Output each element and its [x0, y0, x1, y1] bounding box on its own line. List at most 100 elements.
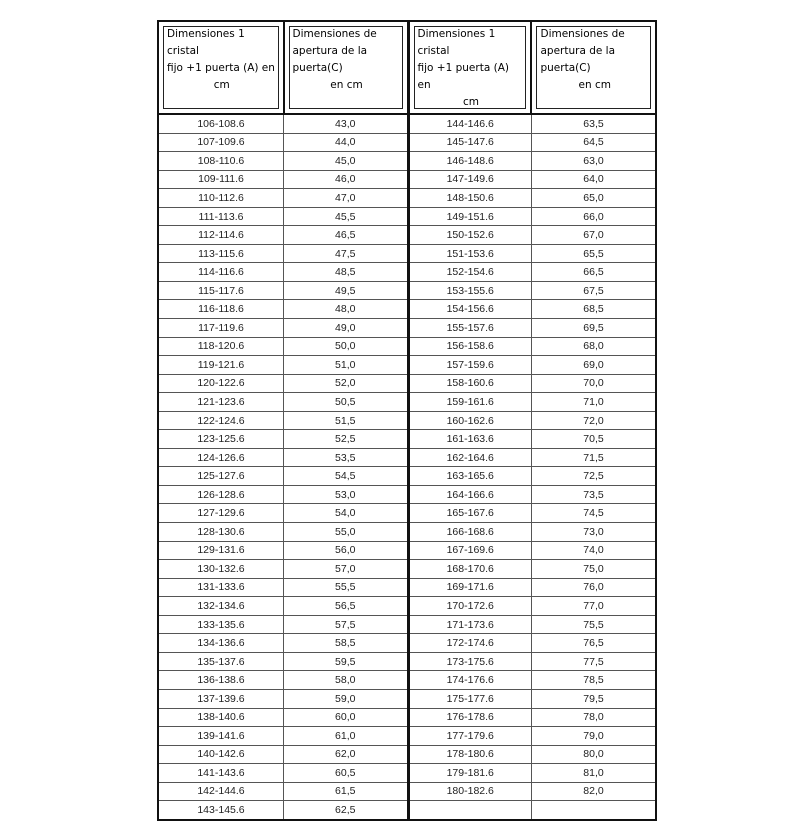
cell-c-right: 79,5 — [530, 688, 657, 709]
table-row: 120-122.6 52,0 158-160.6 70,0 — [157, 373, 657, 394]
cell-a-left: 107-109.6 — [157, 132, 284, 153]
cell-c-right: 64,5 — [530, 132, 657, 153]
cell-a-left: 122-124.6 — [157, 410, 284, 431]
cell-a-right: 154-156.6 — [406, 299, 532, 320]
table-row: 121-123.6 50,5 159-161.6 71,0 — [157, 392, 657, 412]
cell-c-right: 75,0 — [530, 559, 657, 579]
cell-c-left: 55,5 — [283, 577, 409, 598]
header-line: Dimensiones 1 cristal — [167, 28, 245, 57]
cell-c-left: 48,5 — [283, 262, 409, 282]
cell-c-left: 51,5 — [283, 410, 409, 431]
cell-a-left: 120-122.6 — [157, 373, 284, 394]
cell-c-left: 47,5 — [283, 243, 409, 264]
cell-a-right: 157-159.6 — [406, 355, 532, 375]
cell-a-right: 158-160.6 — [406, 373, 532, 394]
table-row: 135-137.6 59,5 173-175.6 77,5 — [157, 651, 657, 672]
cell-a-right: 172-174.6 — [406, 633, 532, 653]
cell-c-left: 44,0 — [283, 132, 409, 153]
header-line: fijo +1 puerta (A) en — [417, 62, 509, 91]
cell-c-right: 65,0 — [530, 188, 657, 208]
table-row: 127-129.6 54,0 165-167.6 74,5 — [157, 503, 657, 524]
cell-c-right: 74,5 — [530, 503, 657, 524]
cell-a-left: 139-141.6 — [157, 726, 284, 746]
cell-a-right: 169-171.6 — [406, 577, 532, 598]
cell-c-right: 71,5 — [530, 447, 657, 468]
header-c-right: Dimensiones de apertura de la puerta(C) en… — [530, 20, 657, 115]
cell-c-right: 68,5 — [530, 299, 657, 320]
cell-a-right: 153-155.6 — [406, 280, 532, 301]
header-line: apertura de la puerta(C) — [292, 45, 368, 74]
table-row: 119-121.6 51,0 157-159.6 69,0 — [157, 355, 657, 375]
cell-c-right: 70,5 — [530, 429, 657, 449]
table-row: 134-136.6 58,5 172-174.6 76,5 — [157, 633, 657, 653]
cell-a-left: 118-120.6 — [157, 336, 284, 357]
cell-c-left: 58,0 — [283, 670, 409, 690]
cell-c-right: 67,5 — [530, 280, 657, 301]
cell-a-right: 160-162.6 — [406, 410, 532, 431]
cell-c-left: 60,0 — [283, 707, 409, 728]
table-row: 116-118.6 48,0 154-156.6 68,5 — [157, 299, 657, 320]
cell-c-left: 58,5 — [283, 633, 409, 653]
table-row: 137-139.6 59,0 175-177.6 79,5 — [157, 688, 657, 709]
cell-a-left: 132-134.6 — [157, 596, 284, 616]
table-row: 118-120.6 50,0 156-158.6 68,0 — [157, 336, 657, 357]
cell-a-right: 151-153.6 — [406, 243, 532, 264]
table-row: 117-119.6 49,0 155-157.6 69,5 — [157, 318, 657, 338]
cell-c-left: 46,5 — [283, 225, 409, 245]
cell-a-left: 113-115.6 — [157, 243, 284, 264]
cell-a-left: 126-128.6 — [157, 484, 284, 505]
table-row: 109-111.6 46,0 147-149.6 64,0 — [157, 169, 657, 190]
cell-c-right: 73,5 — [530, 484, 657, 505]
table-row: 111-113.6 45,5 149-151.6 66,0 — [157, 206, 657, 227]
cell-a-right: 177-179.6 — [406, 726, 532, 746]
cell-c-left: 61,0 — [283, 726, 409, 746]
table-row: 110-112.6 47,0 148-150.6 65,0 — [157, 188, 657, 208]
cell-c-left: 61,5 — [283, 781, 409, 802]
header-line: en cm — [578, 79, 611, 91]
cell-a-right: 162-164.6 — [406, 447, 532, 468]
header-line: Dimensiones de — [292, 28, 377, 40]
cell-c-left: 57,5 — [283, 614, 409, 635]
cell-a-left: 106-108.6 — [157, 113, 284, 134]
cell-c-left: 57,0 — [283, 559, 409, 579]
table-row: 124-126.6 53,5 162-164.6 71,5 — [157, 447, 657, 468]
cell-c-left: 49,0 — [283, 318, 409, 338]
header-line: en cm — [330, 79, 363, 91]
cell-a-right: 150-152.6 — [406, 225, 532, 245]
cell-a-right: 176-178.6 — [406, 707, 532, 728]
table-row: 142-144.6 61,5 180-182.6 82,0 — [157, 781, 657, 802]
cell-a-left: 128-130.6 — [157, 522, 284, 542]
cell-a-right: 161-163.6 — [406, 429, 532, 449]
cell-c-right: 69,5 — [530, 318, 657, 338]
cell-c-left: 45,0 — [283, 151, 409, 171]
cell-c-right: 73,0 — [530, 522, 657, 542]
cell-a-right: 179-181.6 — [406, 763, 532, 783]
table-row: 123-125.6 52,5 161-163.6 70,5 — [157, 429, 657, 449]
cell-a-right: 175-177.6 — [406, 688, 532, 709]
cell-a-left: 142-144.6 — [157, 781, 284, 802]
cell-a-right: 180-182.6 — [406, 781, 532, 802]
cell-c-right: 77,5 — [530, 651, 657, 672]
cell-a-right: 174-176.6 — [406, 670, 532, 690]
table-row: 126-128.6 53,0 164-166.6 73,5 — [157, 484, 657, 505]
cell-c-right: 66,0 — [530, 206, 657, 227]
cell-a-left: 111-113.6 — [157, 206, 284, 227]
table-row: 143-145.6 62,5 — [157, 800, 657, 821]
cell-a-right: 149-151.6 — [406, 206, 532, 227]
cell-c-left: 54,5 — [283, 466, 409, 486]
cell-a-right: 170-172.6 — [406, 596, 532, 616]
header-row: Dimensiones 1 cristal fijo +1 puerta (A) … — [157, 20, 657, 115]
cell-c-left: 59,0 — [283, 688, 409, 709]
cell-c-right: 80,0 — [530, 744, 657, 765]
cell-a-right — [406, 800, 532, 821]
table-row: 139-141.6 61,0 177-179.6 79,0 — [157, 726, 657, 746]
cell-c-left: 50,5 — [283, 392, 409, 412]
cell-c-left: 46,0 — [283, 169, 409, 190]
table-row: 125-127.6 54,5 163-165.6 72,5 — [157, 466, 657, 486]
table-row: 138-140.6 60,0 176-178.6 78,0 — [157, 707, 657, 728]
table-row: 129-131.6 56,0 167-169.6 74,0 — [157, 540, 657, 561]
cell-a-left: 124-126.6 — [157, 447, 284, 468]
cell-a-right: 166-168.6 — [406, 522, 532, 542]
cell-a-right: 164-166.6 — [406, 484, 532, 505]
cell-a-right: 163-165.6 — [406, 466, 532, 486]
